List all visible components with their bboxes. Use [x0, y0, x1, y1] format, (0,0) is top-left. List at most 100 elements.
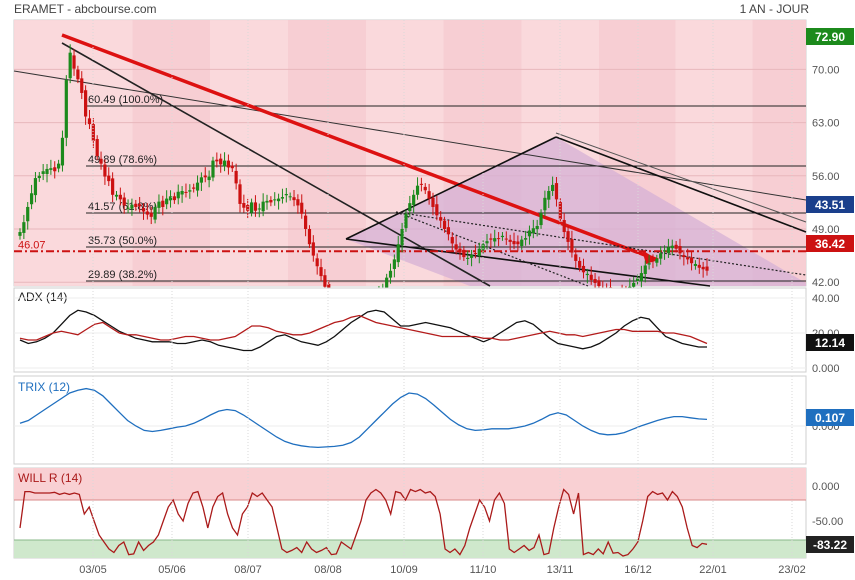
pitchfork-top	[555, 136, 807, 233]
candle-body	[678, 246, 682, 254]
reference-line-label: 46.07	[18, 239, 46, 251]
candle-body	[385, 277, 389, 292]
candle-body	[246, 204, 250, 211]
fibonacci-label: 29.89 (38.2%)	[88, 269, 157, 281]
candle-body	[33, 178, 38, 196]
price-tick-label: 49.00	[812, 224, 840, 236]
adx-value-badge	[806, 334, 854, 351]
candle-body	[504, 238, 508, 240]
candle-body	[176, 191, 180, 199]
candle-body	[670, 245, 674, 249]
candle-body	[666, 247, 671, 254]
candle-body	[693, 263, 698, 266]
candle-body	[551, 184, 555, 191]
candle-body	[705, 266, 709, 271]
candle-body	[300, 202, 304, 214]
candle-body	[686, 257, 690, 260]
willr-oversold-zone	[14, 540, 806, 558]
candle-body	[292, 197, 296, 201]
candle-body	[87, 118, 92, 125]
candle-body	[589, 274, 593, 280]
candle-body	[427, 191, 431, 199]
candle-body	[153, 206, 157, 220]
candle-body	[462, 249, 466, 258]
candle-body	[539, 213, 543, 226]
candle-body	[107, 175, 111, 182]
candle-body	[481, 244, 485, 250]
candle-body	[632, 282, 636, 287]
candle-body	[53, 167, 57, 172]
candle-body	[207, 176, 211, 181]
candle-body	[535, 225, 539, 230]
price-tick-label: 56.00	[812, 171, 840, 183]
candle-body	[80, 78, 84, 93]
trix-panel-frame	[13, 375, 807, 465]
long-trendline	[13, 70, 807, 201]
candle-body	[165, 198, 169, 205]
date-tick-label: 08/08	[314, 564, 342, 576]
candle-body	[114, 194, 119, 197]
candle-body	[396, 244, 400, 263]
candle-body	[195, 182, 200, 191]
fibonacci-label: 35.73 (50.0%)	[88, 235, 157, 247]
candle-body	[111, 178, 115, 195]
adx-series-line	[19, 309, 707, 352]
willr-tick-label: -50.00	[812, 516, 843, 528]
candle-body	[161, 200, 165, 207]
candle-body	[41, 171, 45, 174]
candle-body	[493, 238, 497, 242]
candle-body	[578, 260, 582, 268]
willr-value: -83.22	[813, 538, 847, 552]
willr-title: WILL R (14)	[18, 471, 82, 485]
chart-title: ERAMET - abcbourse.com	[14, 2, 157, 16]
candle-body	[400, 229, 404, 246]
candle-body	[639, 273, 643, 282]
candle-body	[682, 255, 686, 258]
candle-body	[574, 254, 578, 261]
candle-body	[570, 239, 574, 253]
candle-body	[435, 204, 439, 216]
candle-body	[157, 201, 161, 208]
candle-body	[273, 199, 277, 201]
willr-tick-label: 0.000	[812, 481, 840, 493]
chart-period: 1 AN - JOUR	[739, 2, 809, 16]
candle-body	[508, 239, 512, 242]
price-tick-label: 42.00	[812, 277, 840, 289]
adx-title: ADX (14)	[18, 290, 67, 304]
candle-body	[222, 160, 227, 167]
candle-body	[412, 194, 416, 205]
pitchfork-median	[395, 211, 807, 276]
trix-value: 0.107	[815, 411, 845, 425]
last-price-badge	[806, 196, 854, 213]
price-panel: 60.49 (100.0%)49.89 (78.6%)41.57 (61.8%)…	[13, 19, 854, 324]
candle-body	[415, 185, 420, 195]
candle-body	[689, 257, 694, 264]
fibonacci-label: 41.57 (61.8%)	[88, 201, 157, 213]
min-price-badge	[806, 235, 854, 252]
candle-body	[392, 259, 396, 269]
date-axis: 03/05 05/06 08/07 08/08 10/09 11/10 13/11 16/12…	[79, 20, 806, 576]
candle-body	[489, 238, 493, 240]
price-tick-label: 70.00	[812, 64, 840, 76]
channel-upper-line	[61, 42, 491, 287]
candle-body	[288, 196, 292, 198]
candle-body	[138, 204, 142, 207]
candle-body	[323, 275, 327, 287]
candle-body	[95, 139, 99, 157]
candle-body	[527, 230, 532, 237]
trix-panel: TRIX (12) 0.000 0.107	[13, 375, 854, 465]
willr-lines	[19, 488, 708, 557]
candle-body	[315, 258, 319, 267]
candle-body	[655, 258, 659, 263]
candle-body	[226, 160, 231, 168]
candle-body	[172, 196, 176, 201]
candle-body	[512, 241, 516, 245]
willr-axis: 0.000 -50.00	[812, 481, 843, 528]
date-tick-label: 11/10	[470, 564, 497, 576]
candle-body	[257, 208, 261, 210]
date-tick-label: 16/12	[624, 564, 652, 576]
date-tick-label: 08/07	[234, 564, 262, 576]
candle-body	[635, 278, 640, 282]
candle-body	[643, 265, 647, 274]
